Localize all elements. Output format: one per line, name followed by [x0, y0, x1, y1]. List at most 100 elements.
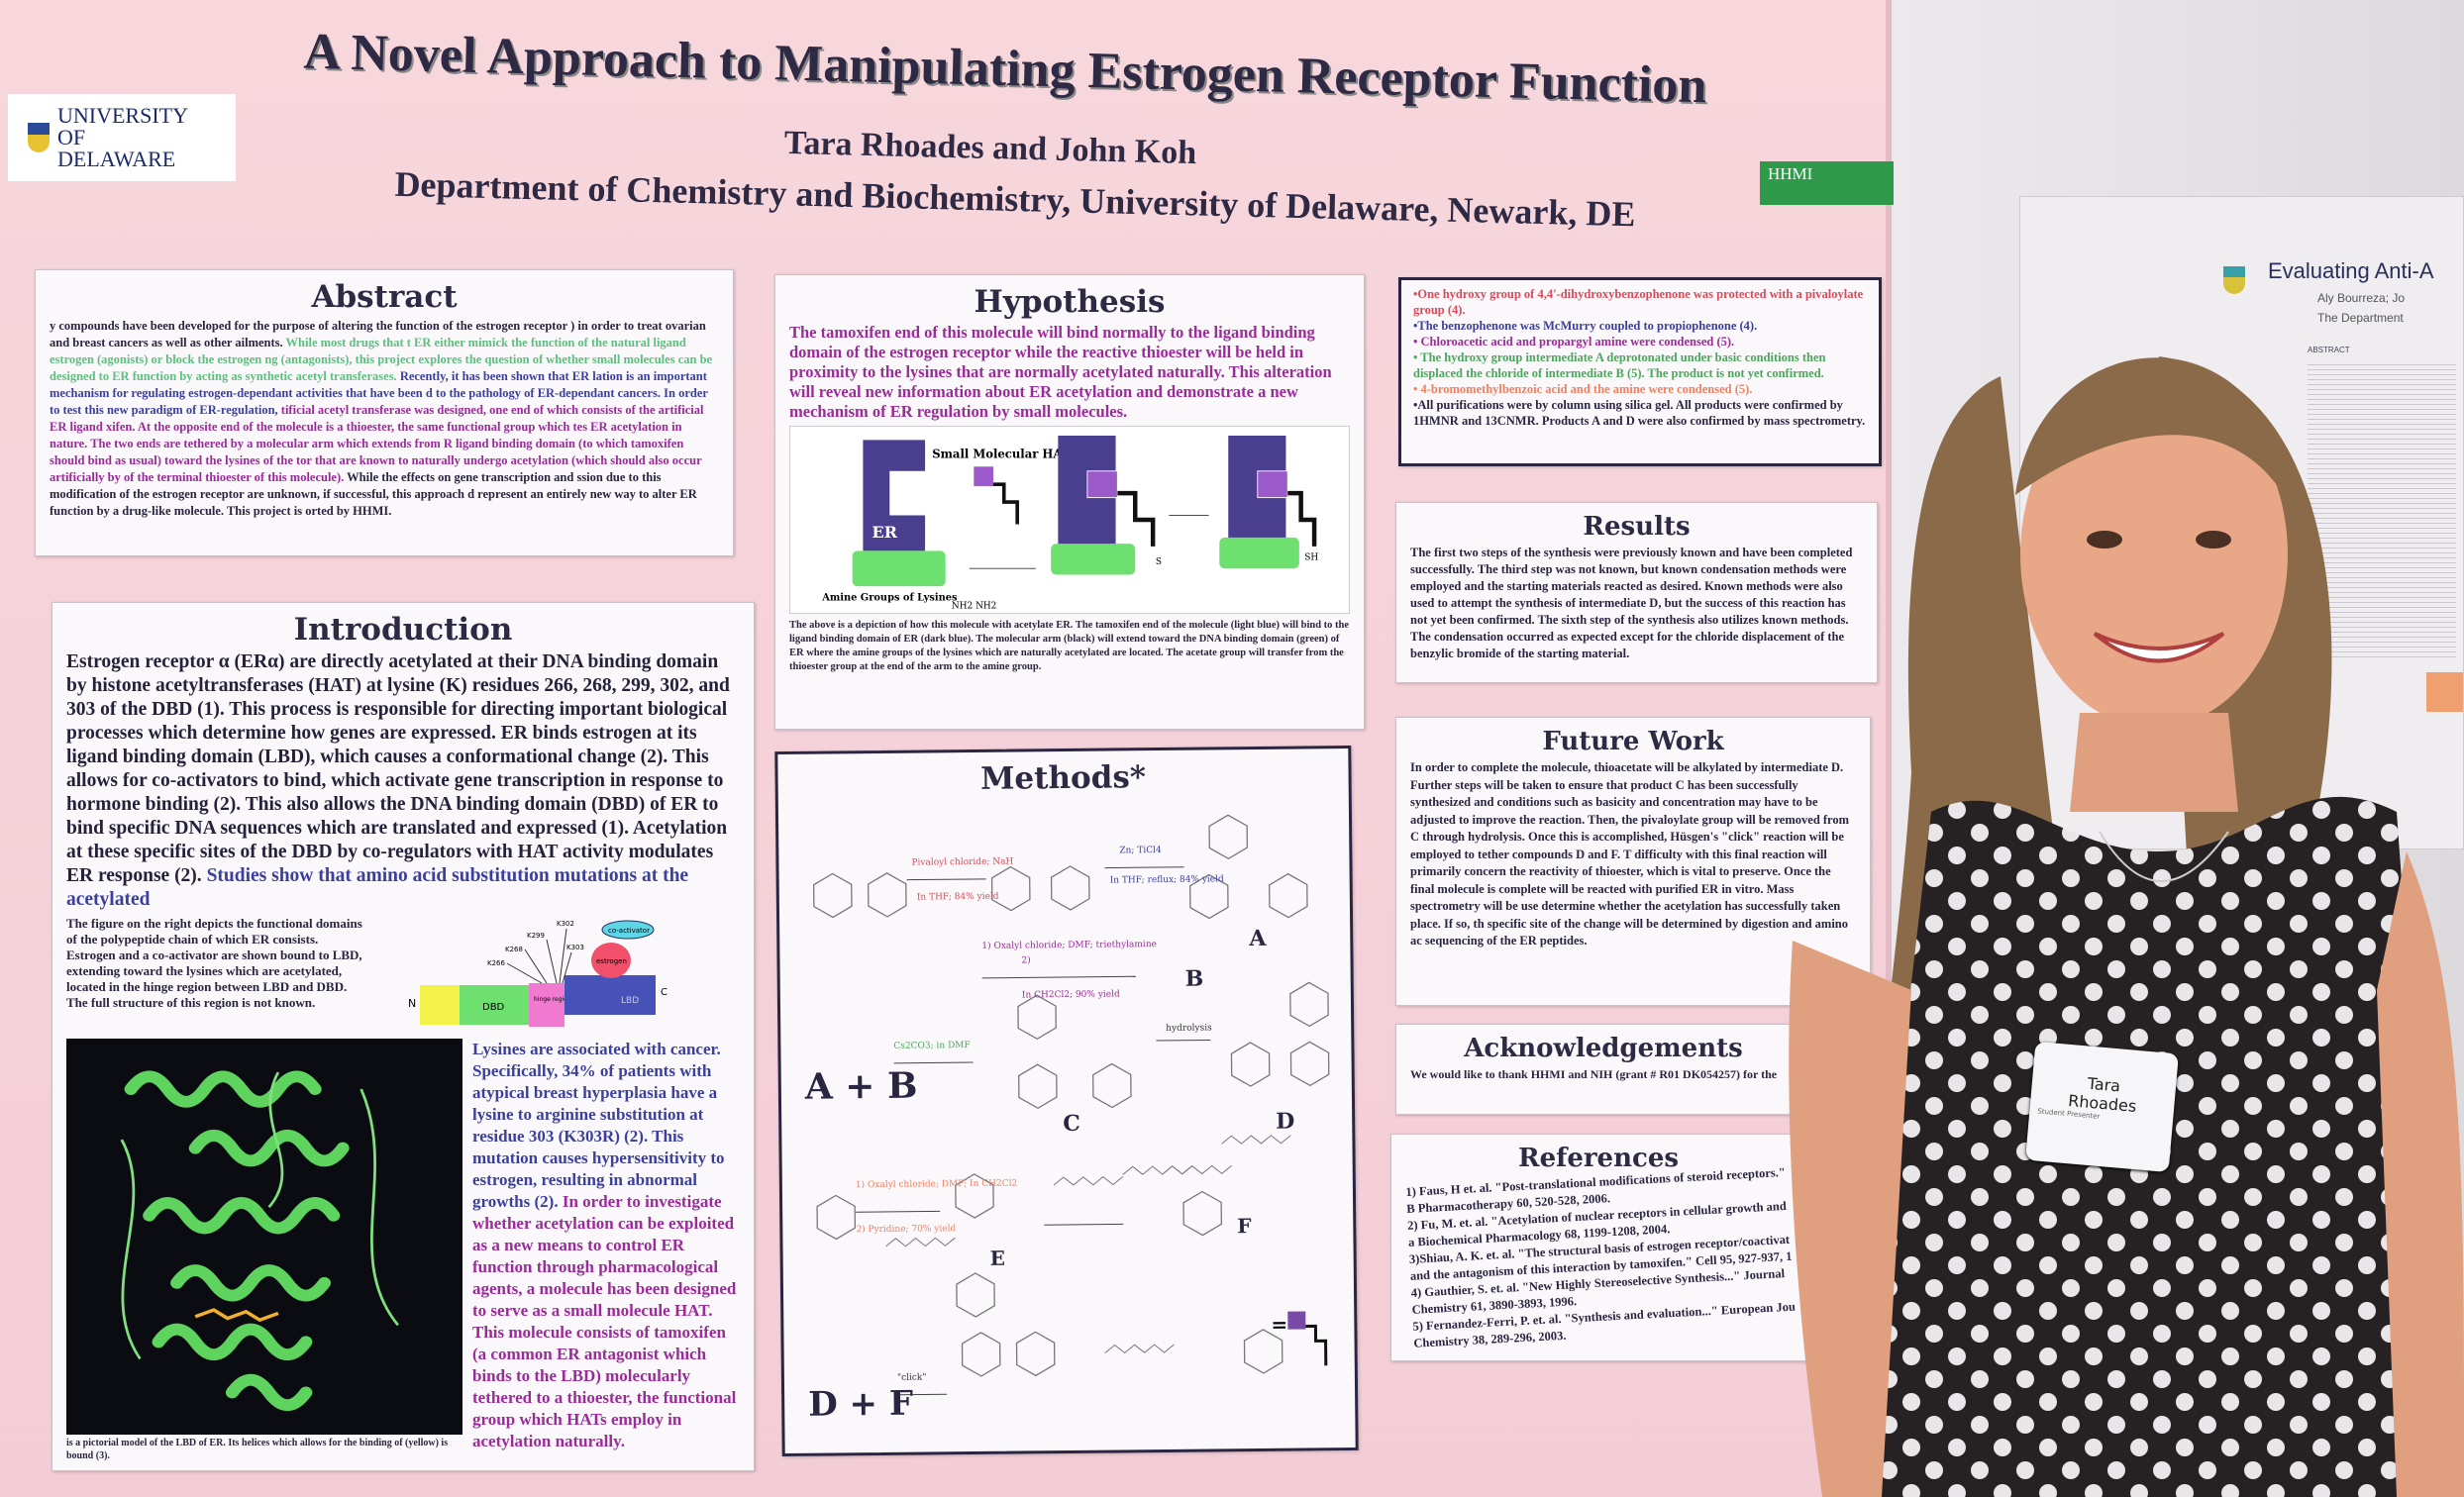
hat-released-arm [1287, 490, 1317, 547]
dbd-block-3 [1219, 537, 1299, 569]
poster-department: Department of Chemistry and Biochemistry… [394, 163, 1636, 235]
k299-label: K299 [527, 932, 545, 940]
hat-bound-head-2 [1257, 470, 1288, 499]
presenter-person [1789, 356, 2464, 1497]
k266-label: K266 [487, 959, 505, 967]
benzene-ring [1092, 1062, 1132, 1109]
background-poster-section: ABSTRACT [2308, 346, 2350, 354]
lbd-domain [565, 975, 656, 1015]
results-heading: Results [1583, 512, 1691, 542]
benzene-ring [1050, 865, 1090, 911]
right-eye [2196, 531, 2231, 549]
university-of-delaware-logo: UNIVERSITY OF DELAWARE [8, 94, 236, 181]
intro-text-blue: Studies show that amino acid substitutio… [66, 865, 689, 910]
abstract-section: Abstract y compounds have been developed… [35, 269, 734, 556]
right-arm [2377, 851, 2464, 1497]
left-eye [2087, 531, 2122, 549]
domain-figure-caption: The figure on the right depicts the func… [66, 916, 362, 1010]
k303-label: K303 [566, 944, 584, 951]
compound-label-df: D + F [808, 1384, 913, 1425]
reagent-label: In CH2Cl2; 90% yield [1022, 989, 1120, 1000]
reaction-arrow [1156, 1039, 1211, 1042]
chain-bond [1104, 1344, 1175, 1354]
benzene-ring [1269, 872, 1308, 919]
hinge-label-text: hinge region [534, 996, 571, 1003]
necklace [2099, 831, 2229, 882]
benzene-ring [867, 872, 907, 918]
hypothesis-heading: Hypothesis [974, 284, 1166, 320]
poster-authors: Tara Rhoades and John Koh [783, 124, 1197, 172]
n-terminus-label: N [408, 997, 416, 1010]
benzene-ring [1015, 1331, 1056, 1377]
benzene-ring [1230, 1042, 1271, 1087]
protein-caption: is a pictorial model of the LBD of ER. I… [66, 1438, 449, 1461]
compound-label-e: E [990, 1247, 1006, 1270]
er-block [863, 440, 926, 551]
benzene-ring [990, 865, 1031, 912]
abstract-seg: While most drugs that t ER either mimick… [50, 336, 713, 383]
benzene-ring [812, 872, 853, 919]
intro-lysine-text: Lysines are associated with cancer. Spec… [472, 1040, 725, 1211]
hat-head [974, 466, 994, 486]
left-arm [1789, 941, 1911, 1497]
protein-ribbon-graphic [120, 1070, 400, 1412]
method-note: • 4-bromomethylbenzoic acid and the amin… [1413, 382, 1753, 396]
hat-label: Small Molecular HAT [932, 447, 1071, 460]
reagent-label: Pivaloyl chloride; NaH [911, 857, 1013, 868]
compound-label-b: B [1185, 966, 1204, 992]
reaction-arrow [897, 1393, 948, 1396]
reaction-arrow [981, 975, 1136, 979]
lysine-pointer-lines [506, 928, 572, 984]
benzene-ring [1289, 1041, 1330, 1087]
references-heading: References [1517, 1144, 1680, 1173]
er-domain-diagram: N DBD hinge region LBD estrogen co-activ… [408, 920, 667, 1027]
methods-section: Methods* Pivaloyl chloride; NaH In THF; 8… [774, 745, 1359, 1457]
abstract-seg: While the effects on gene transcription … [50, 470, 697, 518]
benzene-ring [1208, 814, 1249, 860]
hinge-label: hinge region [534, 996, 571, 1003]
benzene-ring [1189, 873, 1229, 920]
name-badge: Tara Rhoades Student Presenter [2025, 1041, 2179, 1173]
estrogen-label: estrogen [596, 957, 627, 965]
reagent-label: 2) Pyridine; 70% yield [856, 1223, 956, 1235]
chain-bond [1162, 1164, 1233, 1175]
compound-label-ab: A + B [804, 1065, 918, 1108]
acknowledgements-text: We would like to thank HHMI and NIH (gra… [1410, 1067, 1778, 1081]
c-terminus-label: C [661, 987, 667, 998]
benzene-ring [1017, 994, 1057, 1041]
abstract-seg: tificial acetyl transferase was designed… [50, 403, 704, 484]
hypothesis-text: The tamoxifen end of this molecule will … [789, 323, 1332, 421]
background-poster-dept: The Department [2317, 311, 2404, 325]
compound-label-c: C [1063, 1111, 1080, 1137]
compound-label-d: D [1276, 1109, 1294, 1135]
benzene-ring [961, 1332, 1001, 1377]
acknowledgements-section: Acknowledgements We would like to thank … [1395, 1024, 1811, 1115]
benzene-ring [816, 1194, 857, 1241]
equals-sign: = [1271, 1313, 1287, 1337]
method-note: • Chloroacetic acid and propargyl amine … [1413, 335, 1735, 349]
abstract-text: y compounds have been developed for the … [50, 318, 719, 520]
background-poster-authors: Aly Bourreza; Jo [2317, 291, 2406, 305]
hair-top [2015, 357, 2298, 525]
future-work-text: In order to complete the molecule, thioa… [1410, 760, 1850, 948]
benzene-ring [956, 1272, 995, 1318]
af1-domain [420, 985, 460, 1025]
reagent-label: 1) Oxalyl chloride; DMF; In CH2Cl2 [856, 1178, 1017, 1191]
sh-label: SH [1304, 552, 1318, 562]
introduction-paragraph: Estrogen receptor α (ERα) are directly a… [66, 650, 740, 912]
reagent-label: hydrolysis [1166, 1023, 1212, 1033]
abstract-seg: Recently, it has been shown that ER lati… [50, 369, 708, 417]
reaction-arrow [856, 1210, 941, 1213]
chain-bond [1221, 1135, 1291, 1145]
benzene-ring [955, 1173, 994, 1219]
references-section: References 1) Faus, H et. al. "Post-tran… [1390, 1134, 1806, 1361]
logo-text: UNIVERSITY OF DELAWARE [57, 103, 188, 171]
protein-structure-image [66, 1039, 462, 1435]
reagent-label: "click" [897, 1372, 927, 1382]
method-note: •All purifications were by column using … [1413, 398, 1866, 428]
dbd-label: DBD [482, 1002, 505, 1013]
coactivator-label: co-activator [608, 927, 650, 935]
reagent-label: In THF; 84% yield [917, 892, 999, 903]
benzene-ring [1289, 981, 1329, 1028]
method-note: •The benzophenone was McMurry coupled to… [1413, 319, 1758, 333]
